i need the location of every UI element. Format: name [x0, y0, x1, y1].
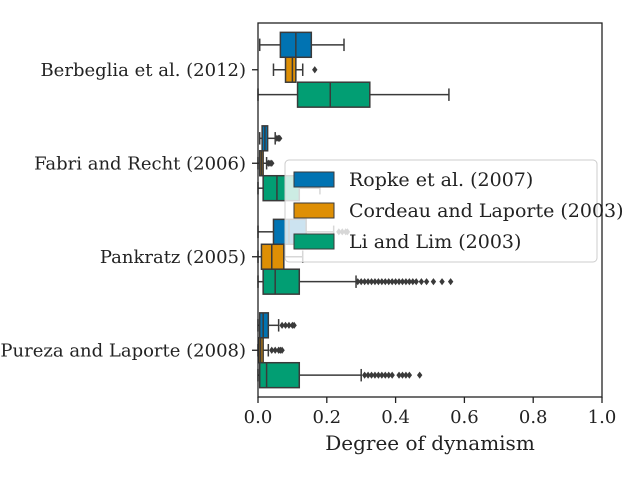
outlier-point	[375, 278, 382, 286]
outlier-point	[389, 371, 395, 379]
outlier-point	[361, 371, 368, 379]
outlier-point	[382, 371, 388, 379]
outlier-point	[396, 371, 402, 379]
x-tick-label: 0.2	[312, 407, 341, 428]
outlier-point	[279, 346, 285, 354]
y-tick-label: Pureza and Laporte (2008)	[0, 340, 246, 361]
y-tick-label: Fabri and Recht (2006)	[34, 153, 246, 174]
outlier-point	[447, 278, 454, 286]
outlier-point	[423, 278, 430, 286]
outlier-point	[286, 321, 292, 329]
outlier-point	[358, 278, 364, 286]
y-tick-label: Pankratz (2005)	[100, 247, 246, 268]
axes: Berbeglia et al. (2012) Fabri and Recht (…	[0, 60, 616, 428]
x-tick-label: 0.8	[519, 407, 548, 428]
outlier-point	[361, 278, 368, 286]
outlier-point	[282, 321, 289, 329]
outlier-point	[403, 278, 409, 286]
legend-swatch	[293, 171, 335, 188]
outlier-point	[368, 278, 375, 286]
box-group	[257, 268, 454, 295]
x-tick-label: 0.0	[244, 407, 273, 428]
legend: Ropke et al. (2007) Cordeau and Laporte (…	[284, 159, 624, 263]
box-group	[257, 312, 297, 339]
outlier-point	[439, 278, 445, 286]
outlier-point	[406, 371, 413, 379]
box-group	[258, 125, 283, 152]
outlier-point	[403, 371, 409, 379]
outlier-point	[365, 371, 371, 379]
outlier-point	[416, 371, 423, 379]
box	[284, 56, 297, 83]
outlier-point	[379, 371, 385, 379]
outlier-point	[410, 278, 416, 286]
outlier-point	[372, 371, 378, 379]
box-group	[257, 81, 450, 108]
outlier-point	[382, 278, 388, 286]
outlier-point	[430, 278, 437, 286]
outlier-point	[375, 371, 382, 379]
box-group	[258, 31, 345, 59]
outlier-point	[368, 371, 375, 379]
outlier-point	[272, 346, 278, 354]
x-tick-label: 0.4	[381, 407, 410, 428]
outlier-point	[392, 278, 399, 286]
outlier-point	[365, 278, 371, 286]
outlier-point	[276, 134, 283, 142]
box	[262, 268, 301, 295]
x-tick-label: 0.6	[450, 407, 479, 428]
outlier-point	[379, 278, 385, 286]
legend-label: Cordeau and Laporte (2003)	[349, 200, 624, 222]
outlier-point	[291, 321, 297, 329]
outlier-point	[389, 278, 395, 286]
outlier-point	[418, 278, 425, 286]
x-axis-title: Degree of dynamism	[325, 431, 535, 455]
box-group	[257, 361, 423, 389]
legend-label: Li and Lim (2003)	[349, 231, 521, 253]
outlier-point	[279, 321, 285, 329]
box	[258, 312, 270, 339]
outlier-point	[399, 371, 406, 379]
box-group	[257, 337, 285, 364]
legend-label: Ropke et al. (2007)	[349, 169, 533, 191]
outlier-point	[399, 278, 406, 286]
legend-swatch	[293, 233, 335, 250]
box-group	[272, 56, 318, 83]
outlier-point	[386, 278, 392, 286]
outlier-point	[355, 278, 361, 286]
outlier-point	[386, 371, 392, 379]
box-group	[257, 150, 275, 177]
box	[258, 361, 301, 389]
box	[260, 243, 285, 270]
x-tick-label: 1.0	[588, 407, 617, 428]
outlier-point	[413, 278, 419, 286]
legend-box	[284, 159, 598, 263]
box	[296, 81, 371, 108]
outlier-point	[269, 346, 275, 354]
outlier-point	[396, 278, 402, 286]
plot-frame	[257, 22, 603, 398]
outlier-point	[312, 66, 318, 74]
outlier-point	[372, 278, 378, 286]
outlier-point	[269, 159, 275, 167]
legend-swatch	[293, 202, 335, 219]
y-tick-label: Berbeglia et al. (2012)	[40, 60, 246, 81]
outlier-point	[406, 278, 413, 286]
